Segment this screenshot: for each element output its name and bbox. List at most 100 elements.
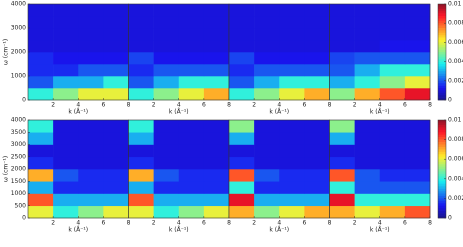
- colorbar-step: [438, 73, 446, 77]
- heatmap-cell: [329, 76, 355, 89]
- heatmap-cell: [53, 16, 79, 29]
- heatmap-cell: [28, 4, 54, 17]
- heatmap-cell: [153, 156, 180, 170]
- y-axis-label: ω (cm⁻¹): [3, 39, 10, 65]
- heatmap-cell: [254, 181, 280, 194]
- x-axis-label: k (Å⁻¹): [269, 227, 289, 234]
- heatmap-cell: [78, 193, 104, 207]
- heatmap-cell: [279, 28, 305, 41]
- heatmap-cell: [103, 16, 129, 29]
- x-axis-label: k (Å⁻¹): [370, 109, 390, 116]
- heatmap-cell: [254, 144, 280, 158]
- heatmap-cell: [153, 40, 180, 53]
- heatmap-cell: [229, 4, 255, 17]
- heatmap-cell: [178, 40, 205, 53]
- heatmap-cell: [178, 88, 205, 101]
- y-tick-label: 1000: [11, 190, 26, 197]
- colorbar-step: [438, 159, 446, 162]
- colorbar-step: [438, 213, 446, 216]
- x-tick-label: 2: [353, 102, 357, 109]
- heatmap-cell: [254, 205, 280, 219]
- colorbar-step: [438, 64, 446, 67]
- x-axis-label: k (Å⁻¹): [68, 227, 88, 234]
- heatmap-cell: [103, 88, 129, 101]
- heatmap-cell: [103, 4, 129, 17]
- heatmap-cell: [78, 4, 104, 17]
- colorbar-step: [438, 83, 446, 86]
- heatmap-cell: [128, 28, 154, 41]
- colorbar-step: [438, 164, 446, 167]
- heatmap-cell: [103, 132, 129, 145]
- heatmap-cell: [304, 169, 330, 182]
- colorbar-step: [438, 40, 446, 43]
- heatmap-cell: [229, 193, 255, 207]
- heatmap-cell: [304, 16, 330, 29]
- heatmap-cell: [329, 4, 355, 17]
- x-tick-label: 4: [76, 220, 80, 227]
- heatmap-cell: [153, 120, 180, 133]
- colorbar-step: [438, 49, 446, 53]
- heatmap-cell: [53, 120, 79, 133]
- heatmap-cell: [128, 64, 154, 77]
- heatmap-cell: [304, 40, 330, 53]
- heatmap-cell: [279, 120, 305, 133]
- heatmap-cell: [404, 156, 431, 170]
- y-tick-label: 2000: [11, 166, 26, 173]
- heatmap-cell: [354, 40, 381, 53]
- heatmap-cell: [78, 181, 104, 194]
- heatmap-cell: [279, 132, 305, 145]
- colorbar-step: [438, 95, 446, 98]
- heatmap-cell: [329, 132, 355, 145]
- heatmap-cell: [78, 144, 104, 158]
- heatmap-cell: [103, 28, 129, 41]
- colorbar-step: [438, 20, 446, 24]
- y-tick-label: 0: [22, 97, 26, 104]
- heatmap-cell: [178, 16, 205, 29]
- heatmap-cell: [78, 169, 104, 182]
- heatmap-cell: [229, 52, 255, 65]
- heatmap-cell: [254, 64, 280, 77]
- colorbar-step: [438, 90, 446, 94]
- colorbar-step: [438, 203, 446, 207]
- colorbar-step: [438, 56, 446, 60]
- heatmap-cell: [329, 40, 355, 53]
- x-tick-label: 6: [101, 220, 105, 227]
- heatmap-cell: [304, 64, 330, 77]
- heatmap-cell: [279, 40, 305, 53]
- heatmap-cell: [203, 4, 230, 17]
- y-tick-label: 2500: [11, 153, 26, 160]
- heatmap-cell: [128, 16, 154, 29]
- heatmap-cell: [153, 4, 180, 17]
- x-axis-label: k (Å⁻¹): [68, 109, 88, 116]
- colorbar-step: [438, 28, 446, 31]
- heatmap-cell: [128, 169, 154, 182]
- y-tick-label: 4000: [11, 117, 26, 124]
- heatmap-cell: [128, 181, 154, 194]
- x-tick-label: 6: [302, 102, 306, 109]
- x-tick-label: 2: [51, 102, 55, 109]
- colorbar-step: [438, 8, 446, 12]
- colorbar-step: [438, 142, 446, 145]
- heatmap-cell: [203, 132, 230, 145]
- heatmap-cell: [379, 40, 406, 53]
- x-tick-label: 4: [76, 102, 80, 109]
- heatmap-cell: [379, 132, 406, 145]
- colorbar-step: [438, 85, 446, 89]
- heatmap-cell: [404, 76, 431, 89]
- heatmap-cell: [128, 88, 154, 101]
- heatmap-cell: [28, 88, 54, 101]
- y-axis-label: ω (cm⁻¹): [3, 156, 10, 182]
- heatmap-cell: [254, 193, 280, 207]
- colorbar-step: [438, 149, 446, 153]
- heatmap-cell: [279, 88, 305, 101]
- colorbar-step: [438, 78, 446, 82]
- heatmap-cell: [329, 169, 355, 182]
- heatmap-cell: [28, 169, 54, 182]
- colorbar-step: [438, 35, 446, 38]
- colorbar-step: [438, 161, 446, 165]
- heatmap-cell: [203, 76, 230, 89]
- heatmap-cell: [329, 64, 355, 77]
- heatmap-cell: [153, 64, 180, 77]
- heatmap-cell: [229, 16, 255, 29]
- colorbar-step: [438, 200, 446, 204]
